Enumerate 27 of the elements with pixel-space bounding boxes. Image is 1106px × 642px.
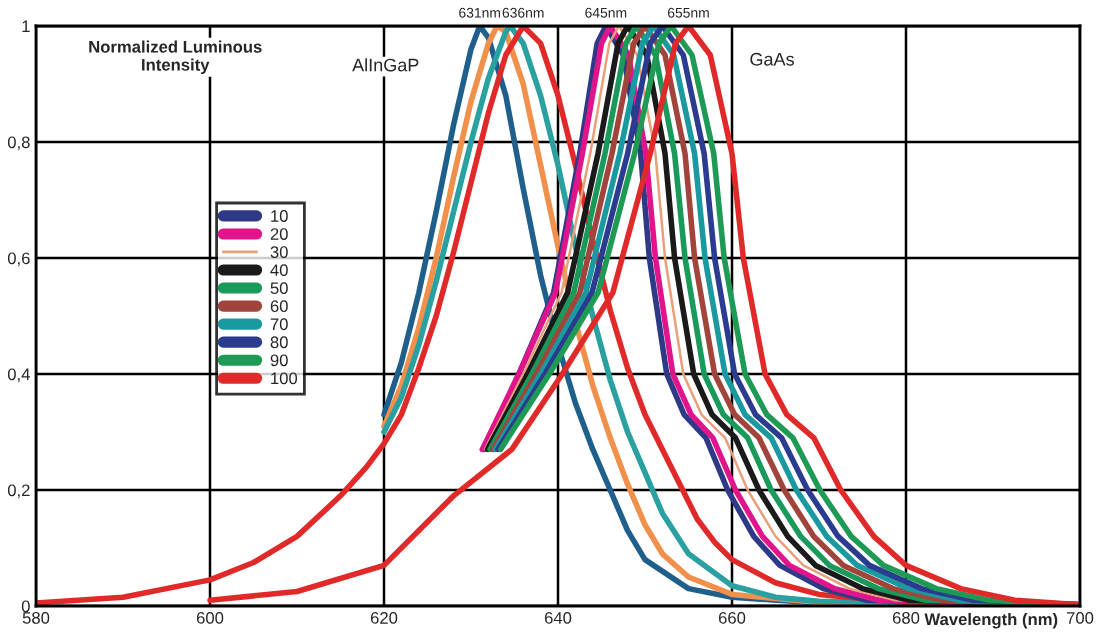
annotation: AlInGaP	[352, 58, 419, 72]
y-tick-label: 0,8	[7, 136, 30, 151]
annotation: GaAs	[750, 52, 794, 66]
x-tick-label: 680	[892, 612, 920, 624]
y-tick-label: 1	[22, 20, 30, 33]
legend-label: 80	[270, 336, 288, 349]
y-tick-label: 0,4	[7, 368, 30, 383]
y-tick-label: 0,6	[7, 252, 30, 267]
legend-label: 100	[271, 372, 298, 385]
x-tick-label: 580	[22, 612, 50, 624]
legend-label: 90	[270, 354, 288, 367]
x-tick-label: 700	[1066, 612, 1094, 624]
x-tick-label: 600	[196, 612, 224, 624]
legend-label: 20	[270, 228, 288, 240]
legend-label: 30	[270, 246, 288, 258]
y-tick-label: 0,2	[7, 484, 30, 499]
legend-label: 50	[270, 282, 288, 295]
legend-label: 10	[271, 210, 288, 222]
x-tick-label: 640	[544, 612, 572, 624]
legend-label: 40	[270, 264, 288, 277]
y-axis-title: Normalized Luminous Intensity	[89, 40, 262, 74]
y-tick-label: 0	[21, 600, 30, 613]
legend-label: 70	[270, 318, 288, 331]
x-axis-title: Wavelength (nm)	[924, 612, 1058, 629]
legend-label: 60	[270, 300, 288, 313]
x-tick-label: 620	[370, 612, 398, 624]
x-tick-label: 660	[718, 612, 746, 624]
